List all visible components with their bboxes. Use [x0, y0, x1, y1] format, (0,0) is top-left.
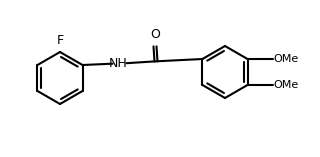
Text: OMe: OMe	[274, 54, 299, 64]
Text: NH: NH	[109, 57, 128, 70]
Text: OMe: OMe	[274, 80, 299, 90]
Text: O: O	[150, 28, 160, 41]
Text: F: F	[56, 34, 64, 47]
